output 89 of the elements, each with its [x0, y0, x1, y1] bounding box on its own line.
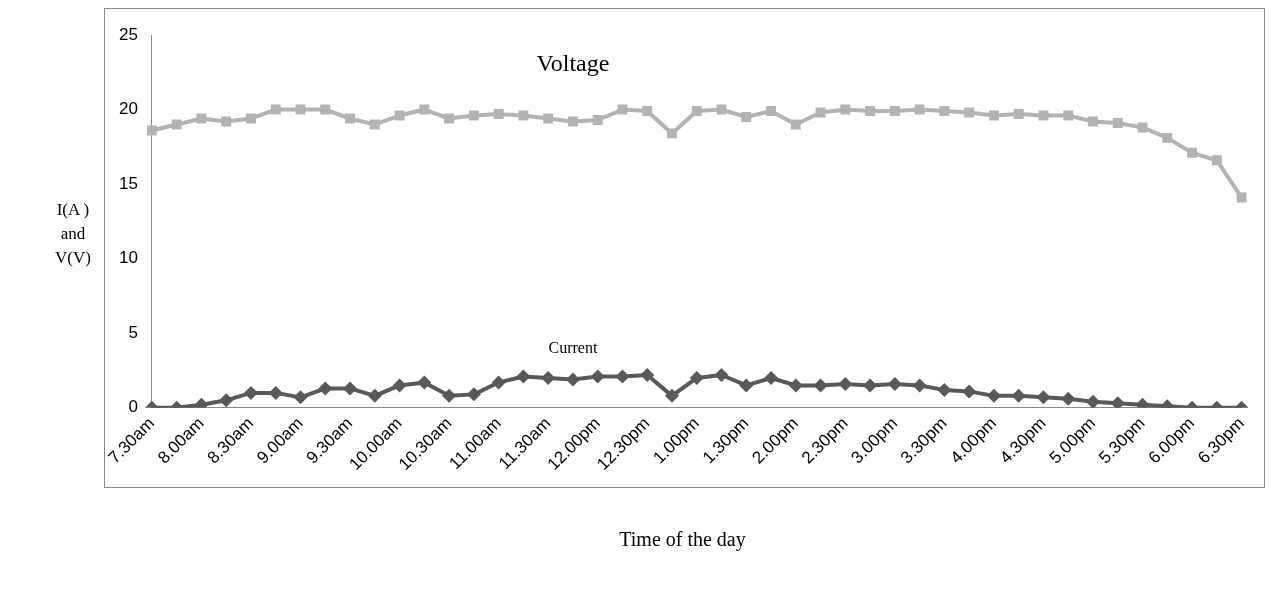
- point: [419, 104, 430, 115]
- point: [219, 393, 234, 408]
- point: [1013, 109, 1024, 119]
- point: [567, 116, 578, 127]
- y-tick-label: 20: [118, 99, 138, 119]
- point: [1036, 390, 1051, 405]
- point: [196, 113, 207, 124]
- point: [320, 104, 331, 115]
- point: [468, 110, 479, 121]
- point: [988, 110, 999, 121]
- point: [1110, 396, 1125, 408]
- point: [642, 106, 653, 116]
- point: [863, 378, 878, 393]
- point: [714, 367, 729, 382]
- point: [790, 119, 801, 130]
- point: [243, 385, 258, 400]
- point: [541, 370, 556, 385]
- y-tick-label: 0: [128, 397, 138, 417]
- point: [962, 384, 977, 399]
- point: [146, 125, 157, 136]
- point: [788, 378, 803, 393]
- point: [887, 376, 902, 391]
- point: [937, 382, 952, 397]
- point: [764, 370, 779, 385]
- point: [518, 110, 529, 121]
- point: [543, 113, 554, 124]
- point: [1187, 147, 1197, 158]
- point: [739, 378, 754, 393]
- point: [565, 372, 580, 387]
- point: [1085, 394, 1100, 408]
- point: [369, 119, 380, 130]
- point: [766, 106, 776, 116]
- point: [912, 378, 927, 393]
- point: [1011, 388, 1026, 403]
- series-label: Voltage: [536, 49, 610, 76]
- point: [889, 106, 900, 116]
- point: [590, 369, 605, 384]
- series-label: Current: [548, 339, 598, 357]
- point: [838, 376, 853, 391]
- point: [1211, 155, 1222, 166]
- y-tick-label: 5: [128, 322, 138, 342]
- point: [493, 109, 504, 119]
- x-axis-title: Time of the day: [618, 528, 747, 551]
- point: [667, 128, 677, 139]
- y-tick-label: 25: [118, 24, 138, 44]
- point: [691, 106, 702, 116]
- point: [171, 119, 182, 130]
- point: [444, 113, 455, 124]
- point: [295, 104, 306, 115]
- point: [640, 367, 655, 382]
- point: [615, 369, 630, 384]
- point: [716, 104, 727, 115]
- point: [1236, 192, 1247, 203]
- point: [293, 390, 308, 405]
- point: [318, 381, 333, 396]
- point: [394, 110, 405, 121]
- point: [1088, 116, 1098, 127]
- point: [392, 378, 407, 393]
- point: [840, 104, 851, 115]
- point: [1063, 110, 1074, 121]
- point: [813, 378, 828, 393]
- point: [986, 388, 1001, 403]
- point: [914, 104, 925, 115]
- point: [939, 106, 950, 116]
- point: [617, 104, 628, 115]
- y-tick-label: 15: [118, 173, 138, 193]
- point: [1112, 118, 1123, 128]
- point: [516, 369, 531, 384]
- point: [865, 106, 876, 116]
- point: [741, 112, 752, 122]
- point: [491, 375, 506, 390]
- point: [417, 375, 432, 390]
- point: [442, 388, 457, 403]
- point: [345, 113, 355, 124]
- point: [1162, 132, 1173, 143]
- point: [1061, 391, 1076, 406]
- point: [367, 388, 382, 403]
- point: [221, 116, 232, 127]
- point: [592, 115, 603, 125]
- y-tick-label: 10: [118, 248, 138, 268]
- point: [246, 113, 256, 124]
- point: [689, 370, 704, 385]
- point: [815, 107, 826, 118]
- point: [270, 104, 281, 115]
- point: [343, 381, 358, 396]
- point: [964, 107, 975, 118]
- y-axis-title: I(A ) and V(V): [54, 199, 92, 269]
- point: [466, 387, 481, 402]
- point: [664, 388, 679, 403]
